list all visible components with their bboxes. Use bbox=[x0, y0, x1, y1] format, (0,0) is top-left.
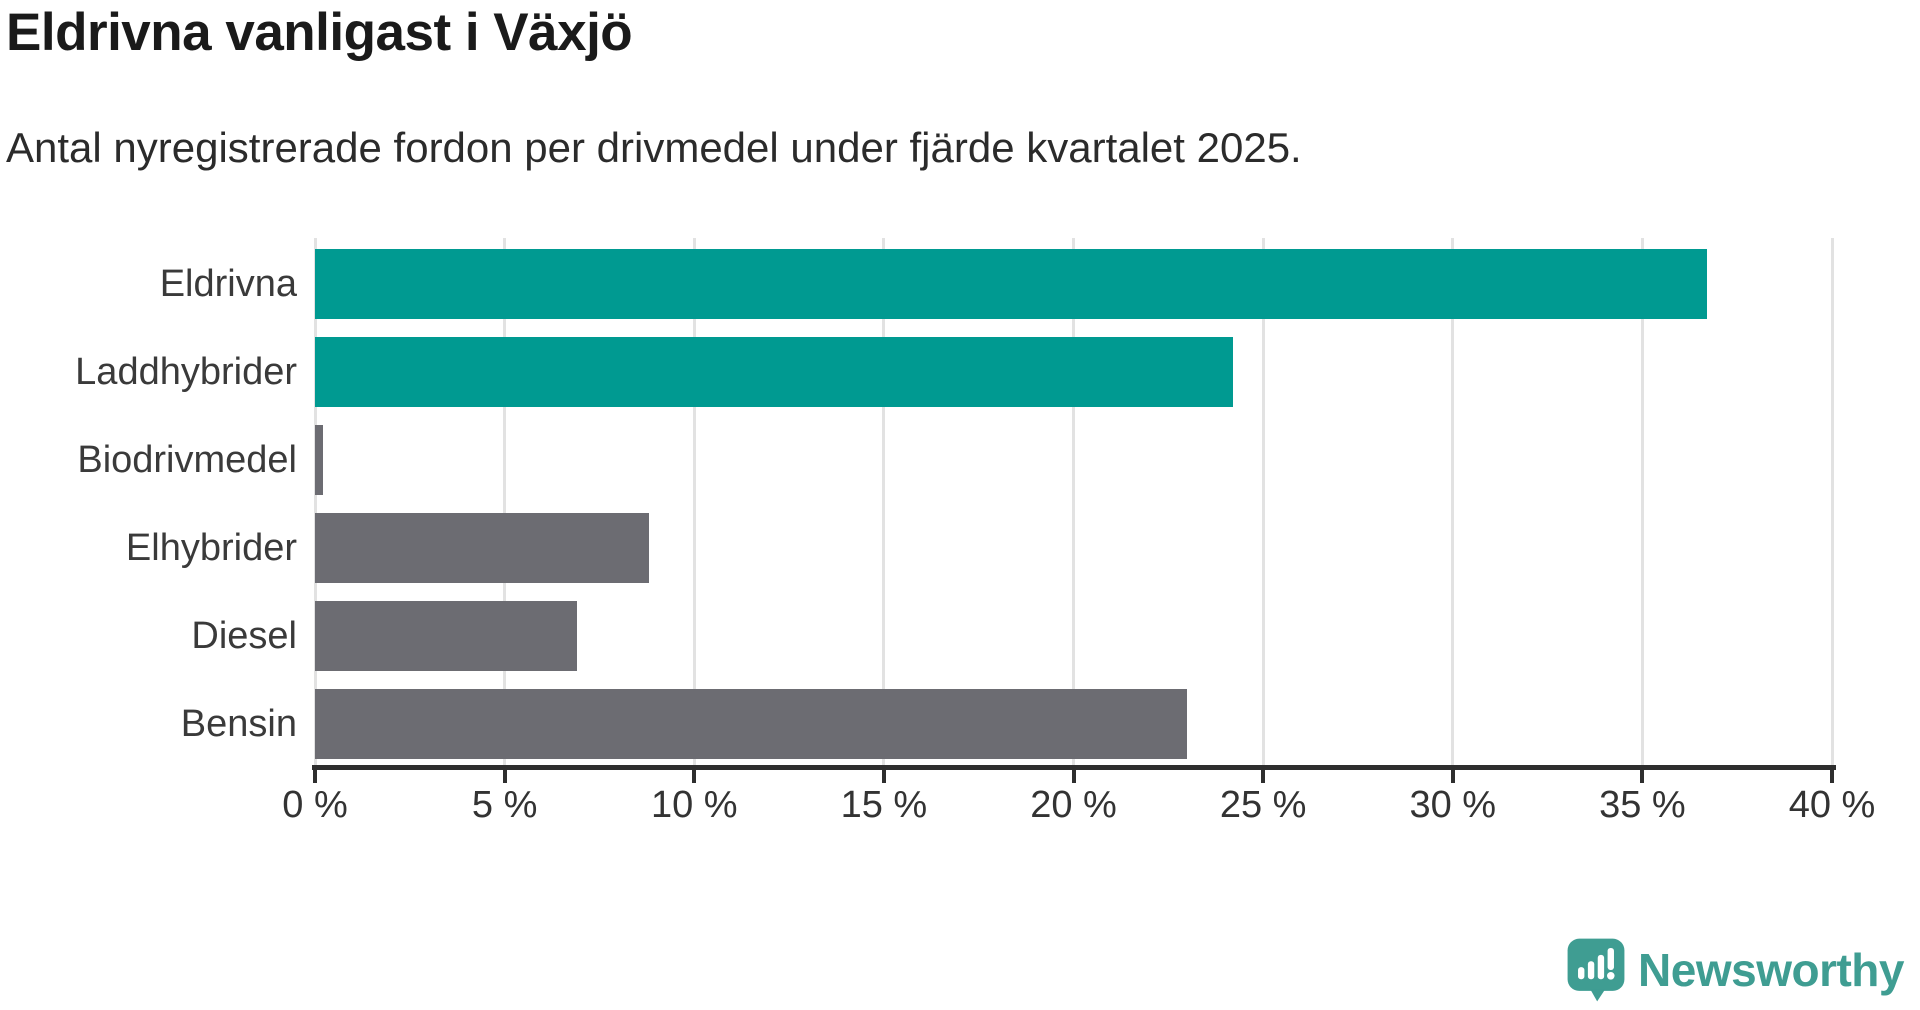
gridline-0 bbox=[313, 238, 317, 765]
gridline-30 bbox=[1451, 238, 1455, 765]
x-axis-tick-30 bbox=[1450, 770, 1455, 783]
x-axis-tick-10 bbox=[692, 770, 697, 783]
gridline-25 bbox=[1261, 238, 1265, 765]
gridline-35 bbox=[1640, 238, 1644, 765]
gridline-40 bbox=[1830, 238, 1834, 765]
chart-title: Eldrivna vanligast i Växjö bbox=[6, 3, 633, 62]
newsworthy-logo: Newsworthy bbox=[1567, 938, 1904, 1002]
chart-subtitle: Antal nyregistrerade fordon per drivmede… bbox=[6, 124, 1302, 171]
gridline-20 bbox=[1072, 238, 1075, 765]
x-tick-label-20: 20 % bbox=[1030, 784, 1117, 826]
bar-biodrivmedel bbox=[315, 425, 323, 495]
x-axis-line bbox=[312, 765, 1836, 770]
x-axis-tick-35 bbox=[1640, 770, 1645, 783]
x-tick-label-35: 35 % bbox=[1599, 784, 1686, 826]
x-axis-tick-15 bbox=[881, 770, 886, 783]
gridline-5 bbox=[503, 238, 507, 765]
bar-bensin bbox=[315, 689, 1187, 759]
x-tick-label-15: 15 % bbox=[840, 784, 928, 826]
bar-diesel bbox=[315, 601, 577, 671]
bar-eldrivna bbox=[315, 249, 1707, 319]
category-label-diesel: Diesel bbox=[191, 615, 297, 657]
category-label-laddhybrider: Laddhybrider bbox=[75, 351, 297, 393]
x-tick-label-25: 25 % bbox=[1219, 784, 1307, 826]
bar-laddhybrider bbox=[315, 337, 1233, 407]
x-tick-label-30: 30 % bbox=[1409, 784, 1497, 826]
newsworthy-logo-text: Newsworthy bbox=[1638, 944, 1904, 996]
x-axis-tick-40 bbox=[1830, 770, 1834, 783]
x-axis-tick-0 bbox=[313, 770, 317, 783]
x-axis-tick-5 bbox=[502, 770, 507, 783]
gridline-15 bbox=[882, 238, 886, 765]
x-axis-tick-20 bbox=[1071, 770, 1076, 783]
category-label-bensin: Bensin bbox=[180, 703, 297, 745]
x-tick-label-40: 40 % bbox=[1788, 784, 1876, 826]
bar-elhybrider bbox=[315, 513, 649, 583]
newsworthy-logo-icon bbox=[1567, 938, 1625, 1002]
category-label-biodrivmedel: Biodrivmedel bbox=[77, 439, 297, 481]
x-tick-label-5: 5 % bbox=[471, 784, 538, 826]
x-tick-label-0: 0 % bbox=[282, 784, 348, 826]
x-tick-label-10: 10 % bbox=[650, 784, 738, 826]
x-axis-tick-25 bbox=[1261, 770, 1266, 783]
category-label-eldrivna: Eldrivna bbox=[159, 263, 297, 305]
gridline-10 bbox=[692, 238, 696, 765]
category-label-elhybrider: Elhybrider bbox=[125, 527, 297, 569]
